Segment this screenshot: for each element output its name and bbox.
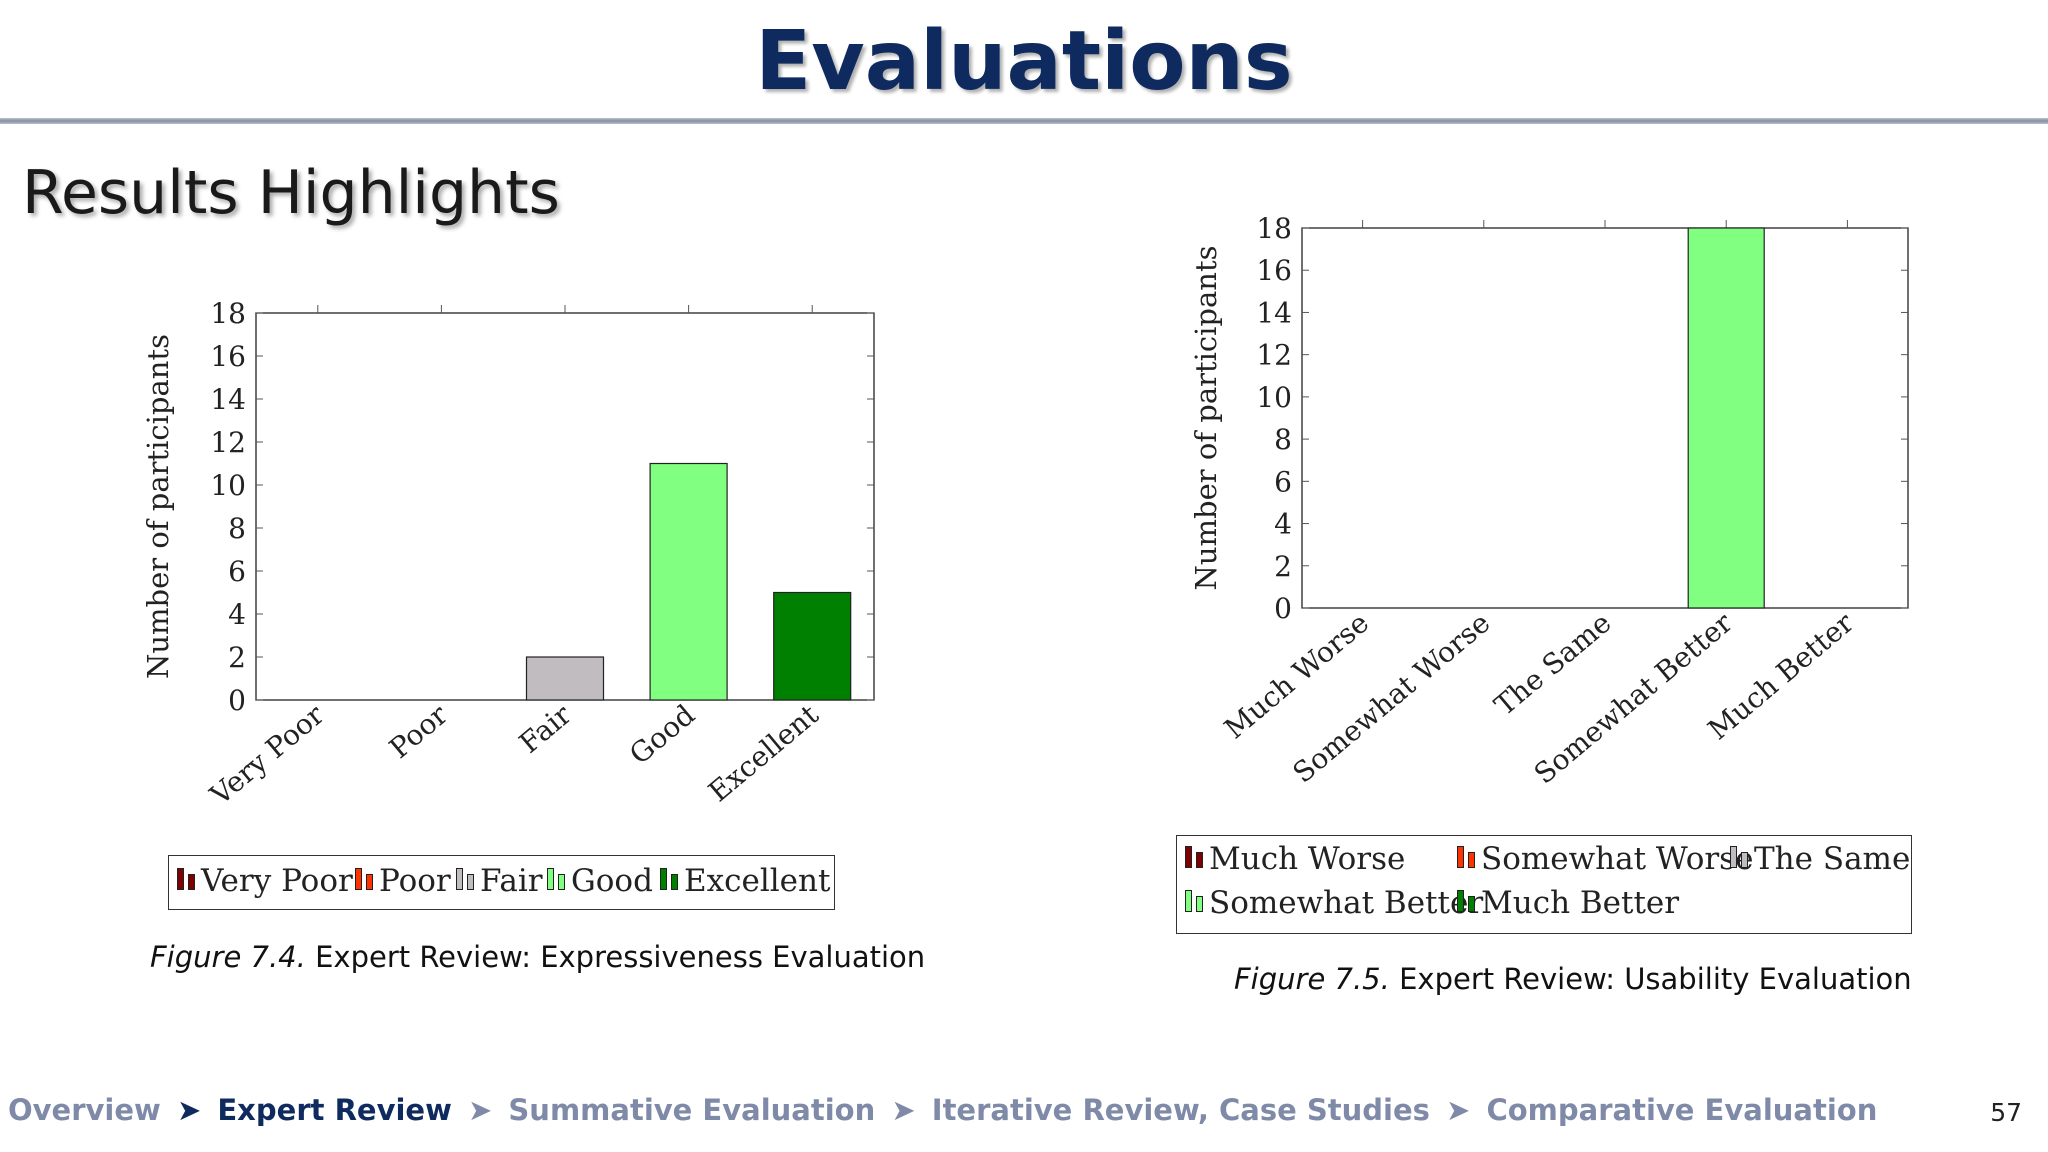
y-tick-label: 6 <box>228 555 246 588</box>
caption-expressiveness: Figure 7.4. Expert Review: Expressivenes… <box>150 940 925 974</box>
bar-somewhat-better <box>1687 227 1765 609</box>
legend-label-much-better: Much Better <box>1481 885 1680 921</box>
y-tick-label: 10 <box>1256 381 1292 414</box>
section-heading: Results Highlights <box>22 158 560 228</box>
plot-frame <box>1301 227 1909 609</box>
nav-separator-icon: ➤ <box>176 1093 202 1127</box>
y-tick-label: 18 <box>1256 212 1292 245</box>
y-tick-label: 18 <box>210 297 246 330</box>
legend-label-the-same: The Same <box>1754 841 1911 877</box>
nav-separator-icon: ➤ <box>1446 1093 1471 1127</box>
nav-separator-icon: ➤ <box>891 1093 916 1127</box>
y-tick-label: 14 <box>1256 296 1292 329</box>
legend-label-somewhat-worse: Somewhat Worse <box>1481 841 1754 877</box>
y-tick-label: 4 <box>228 598 246 631</box>
caption-usability: Figure 7.5. Expert Review: Usability Eva… <box>1234 962 1912 996</box>
y-tick-label: 16 <box>1256 254 1292 287</box>
breadcrumb-navigation: Overview ➤ Expert Review ➤ Summative Eva… <box>8 1093 1877 1133</box>
bar-excellent <box>773 591 852 701</box>
legend-expressiveness: Very Poor Poor Fair Good Excellent <box>168 855 835 910</box>
caption-figure-number: Figure 7.4. <box>150 940 306 974</box>
title-divider <box>0 118 2048 124</box>
slide-title: Evaluations <box>755 14 1293 109</box>
y-axis-label: Number of participants <box>1189 246 1223 591</box>
x-tick-label: Somewhat Better <box>1528 606 1739 791</box>
x-tick-label: The Same <box>1488 606 1617 722</box>
nav-separator-icon: ➤ <box>468 1093 493 1127</box>
y-tick-label: 12 <box>210 426 246 459</box>
nav-summative-evaluation[interactable]: Summative Evaluation <box>508 1093 876 1127</box>
legend-label-much-worse: Much Worse <box>1209 841 1406 877</box>
y-tick-label: 4 <box>1274 508 1292 541</box>
y-tick-label: 12 <box>1256 339 1292 372</box>
bar-fair <box>525 656 605 701</box>
y-tick-label: 10 <box>210 469 246 502</box>
y-axis-label: Number of participants <box>141 334 175 679</box>
page-number: 57 <box>1990 1098 2022 1127</box>
bar-good <box>649 462 728 701</box>
y-tick-label: 0 <box>1274 592 1292 625</box>
x-tick-label: Somewhat Worse <box>1287 606 1497 789</box>
legend-label-very-poor: Very Poor <box>201 863 353 899</box>
legend-label-good: Good <box>571 863 653 899</box>
nav-iterative-review[interactable]: Iterative Review, Case Studies <box>931 1093 1430 1127</box>
caption-text: Expert Review: Expressiveness Evaluation <box>315 940 926 974</box>
x-tick-label: Good <box>623 698 701 771</box>
chart-expressiveness: 0 2 4 6 8 10 12 14 16 18 Number of participants Ver… <box>141 297 875 812</box>
legend-label-fair: Fair <box>480 863 543 899</box>
y-tick-label: 8 <box>1274 423 1292 456</box>
nav-overview[interactable]: Overview <box>8 1093 161 1127</box>
legend-label-excellent: Excellent <box>684 863 831 899</box>
x-tick-label: Excellent <box>702 698 825 809</box>
y-tick-label: 0 <box>228 684 246 717</box>
y-tick-label: 14 <box>210 383 246 416</box>
caption-figure-number: Figure 7.5. <box>1234 962 1390 996</box>
x-tick-label: Very Poor <box>203 698 330 812</box>
y-tick-label: 6 <box>1274 465 1292 498</box>
y-tick-label: 16 <box>210 340 246 373</box>
caption-text: Expert Review: Usability Evaluation <box>1399 962 1912 996</box>
legend-usability: Much Worse Somewhat Worse The Same Somewhat… <box>1176 835 1912 934</box>
legend-label-poor: Poor <box>379 863 451 899</box>
y-tick-label: 2 <box>228 641 246 674</box>
y-tick-label: 8 <box>228 512 246 545</box>
x-tick-label: Fair <box>513 698 578 760</box>
x-tick-label: Poor <box>383 698 454 765</box>
nav-expert-review[interactable]: Expert Review <box>217 1093 452 1127</box>
legend-label-somewhat-better: Somewhat Better <box>1209 885 1484 921</box>
y-tick-label: 2 <box>1274 550 1292 583</box>
nav-comparative-evaluation[interactable]: Comparative Evaluation <box>1486 1093 1878 1127</box>
